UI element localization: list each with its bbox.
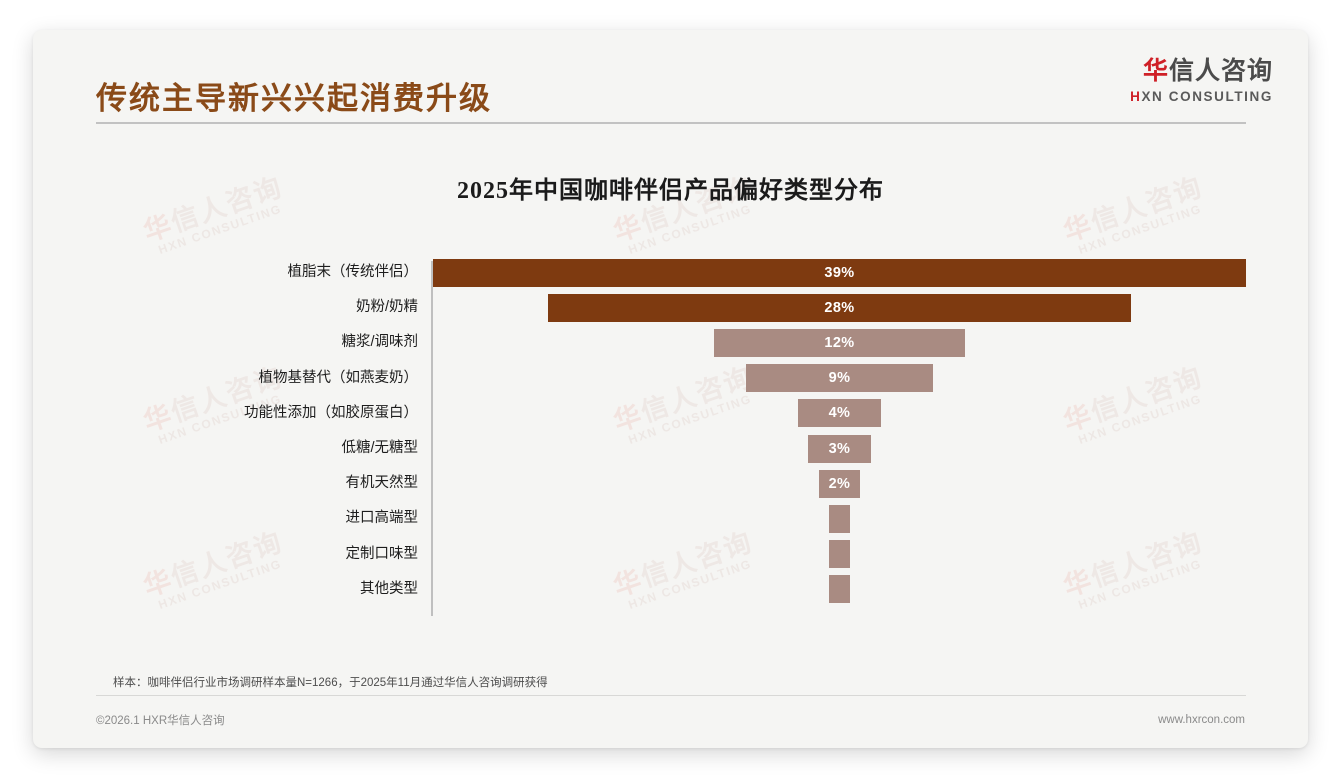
chart-title: 2025年中国咖啡伴侣产品偏好类型分布 [457, 178, 884, 204]
chart-axis-line [431, 261, 433, 616]
watermark-en: HXN CONSULTING [626, 201, 754, 258]
brand-logo-en: HXN CONSULTING [1130, 88, 1273, 104]
chart-row: 低糖/无糖型 3% [96, 431, 1246, 466]
chart-bar-value: 28% [824, 299, 855, 316]
chart-bar-track: 3% [433, 431, 1246, 466]
chart-bar-track [433, 537, 1246, 572]
title-divider [96, 122, 1246, 124]
chart-row: 定制口味型 [96, 537, 1246, 572]
footer-copyright: ©2026.1 HXR华信人咨询 [96, 715, 225, 727]
chart-bar-value: 39% [824, 264, 855, 281]
chart-bar-track: 28% [433, 290, 1246, 325]
footnote-text: 样本：咖啡伴侣行业市场调研样本量N=1266，于2025年11月通过华信人咨询调… [113, 677, 548, 689]
chart-bar-value: 4% [828, 405, 851, 422]
chart-bar-track [433, 501, 1246, 536]
chart-category-label: 有机天然型 [345, 475, 419, 492]
chart-row: 功能性添加（如胶原蛋白） 4% [96, 396, 1246, 431]
chart-category-label: 低糖/无糖型 [341, 439, 418, 456]
chart-bar-track: 4% [433, 396, 1246, 431]
chart-bar-track: 9% [433, 361, 1246, 396]
chart-row: 进口高端型 [96, 501, 1246, 536]
chart-row: 植脂末（传统伴侣） 39% [96, 255, 1246, 290]
chart-bar[interactable]: 12% [714, 328, 965, 357]
chart-bar[interactable]: 9% [745, 364, 934, 393]
chart-category-label: 定制口味型 [345, 545, 419, 562]
brand-logo-cn: 华信人咨询 [1142, 57, 1273, 85]
watermark-en: HXN CONSULTING [1076, 201, 1204, 258]
chart-row: 其他类型 [96, 572, 1246, 607]
chart-category-label: 其他类型 [360, 580, 418, 597]
page-title: 传统主导新兴兴起消费升级 [96, 81, 492, 116]
chart-bar-value: 9% [828, 370, 851, 387]
chart-bar-track: 2% [433, 466, 1246, 501]
chart-row: 植物基替代（如燕麦奶） 9% [96, 361, 1246, 396]
chart-category-label: 功能性添加（如胶原蛋白） [244, 404, 418, 421]
chart-bar-track [433, 572, 1246, 607]
chart-rows: 植脂末（传统伴侣） 39% 奶粉/奶精 28% 糖浆/调味剂 12% 植物基替代（如燕麦奶）… [96, 255, 1246, 607]
watermark-en: HXN CONSULTING [156, 201, 284, 258]
chart-row: 奶粉/奶精 28% [96, 290, 1246, 325]
chart-row: 糖浆/调味剂 12% [96, 325, 1246, 360]
footnote-divider [96, 695, 1246, 696]
slide-card: 华信人咨询 HXN CONSULTING 华信人咨询 HXN CONSULTIN… [33, 30, 1308, 748]
footer-website[interactable]: www.hxrcon.com [1158, 714, 1245, 726]
chart-bar[interactable]: 39% [433, 258, 1246, 287]
chart-category-label: 植脂末（传统伴侣） [287, 264, 419, 280]
chart-category-label: 奶粉/奶精 [355, 299, 418, 316]
slide-footer: ©2026.1 HXR华信人咨询 www.hxrcon.com [96, 712, 1245, 728]
brand-logo: 华信人咨询 HXN CONSULTING [1130, 57, 1273, 104]
chart-bar[interactable] [829, 504, 850, 533]
chart-bar[interactable] [829, 575, 850, 604]
chart-row: 有机天然型 2% [96, 466, 1246, 501]
chart-bar[interactable] [829, 540, 850, 569]
chart-bar-value: 12% [824, 334, 855, 351]
funnel-bar-chart: 植脂末（传统伴侣） 39% 奶粉/奶精 28% 糖浆/调味剂 12% 植物基替代（如燕麦奶）… [96, 255, 1246, 630]
chart-bar[interactable]: 4% [797, 399, 882, 428]
chart-category-label: 糖浆/调味剂 [341, 334, 418, 351]
chart-bar[interactable]: 28% [547, 293, 1132, 322]
chart-bar[interactable]: 3% [808, 434, 871, 463]
chart-bar-value: 3% [828, 440, 851, 457]
chart-category-label: 进口高端型 [345, 510, 419, 527]
chart-bar[interactable]: 2% [818, 469, 861, 498]
chart-bar-track: 39% [433, 255, 1246, 290]
chart-category-label: 植物基替代（如燕麦奶） [258, 369, 419, 386]
chart-bar-track: 12% [433, 325, 1246, 360]
chart-bar-value: 2% [828, 475, 851, 492]
